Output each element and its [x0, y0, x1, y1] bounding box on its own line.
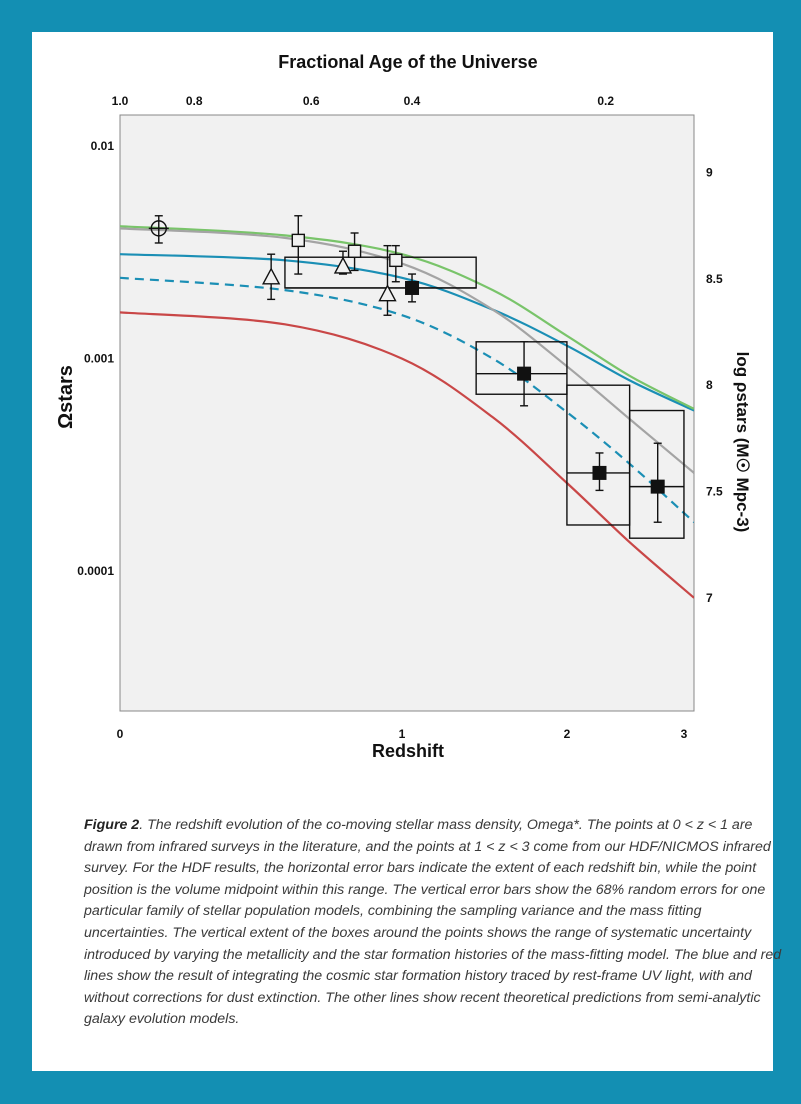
y-tick-label-right: 8.5	[706, 272, 723, 286]
literature-point-square	[389, 253, 403, 268]
caption-text: . The redshift evolution of the co-movin…	[84, 817, 782, 1028]
y-tick-label-right: 8	[706, 378, 713, 392]
literature-point-square	[347, 244, 362, 258]
plot-area	[119, 114, 695, 712]
y-tick-label-right: 7	[706, 591, 713, 605]
figure-caption: Figure 2. The redshift evolution of the …	[84, 815, 784, 1031]
top-tick-label: 0.6	[303, 94, 320, 108]
top-tick-label: 1.0	[112, 94, 129, 108]
top-tick-label: 0.4	[404, 94, 421, 108]
hdf-point	[405, 280, 420, 295]
top-axis-title: Fractional Age of the Universe	[278, 52, 537, 72]
hdf-point	[592, 465, 607, 480]
x-tick-label: 0	[117, 727, 124, 741]
y-tick-label-left: 0.0001	[77, 564, 114, 578]
x-axis-title: Redshift	[372, 741, 444, 761]
series-blue-line	[120, 253, 694, 412]
hdf-point	[517, 366, 532, 381]
literature-point-triangle	[333, 256, 353, 274]
series-red-line	[120, 311, 694, 599]
y-axis-title-left: Ωstars	[55, 365, 77, 429]
y-tick-label-left: 0.001	[84, 352, 114, 366]
systematic-box	[628, 409, 685, 539]
y-tick-label-right: 7.5	[706, 484, 723, 498]
x-tick-label: 2	[564, 727, 571, 741]
y-tick-label-left: 0.01	[91, 139, 115, 153]
top-tick-label: 0.2	[597, 94, 614, 108]
top-tick-label: 0.8	[186, 94, 203, 108]
figure-card: 0 1 2 3 1.0 0.8 0.6 0.4 0.2 0.01 0.001 0.0001 9 8.5 8 7…	[32, 32, 781, 1071]
y-tick-label-right: 9	[706, 166, 713, 180]
caption-label: Figure 2	[84, 817, 140, 833]
x-tick-label: 1	[399, 727, 406, 741]
literature-point-triangle	[378, 284, 397, 302]
y-axis-title-right: log ρstars (M☉ Mpc-3)	[733, 352, 752, 533]
x-tick-label: 3	[681, 727, 688, 741]
chart: 0 1 2 3 1.0 0.8 0.6 0.4 0.2 0.01 0.001 0.0001 9 8.5 8 7…	[55, 52, 752, 761]
hdf-point	[650, 479, 665, 494]
literature-point-square	[291, 233, 305, 248]
literature-point-triangle	[261, 267, 281, 285]
